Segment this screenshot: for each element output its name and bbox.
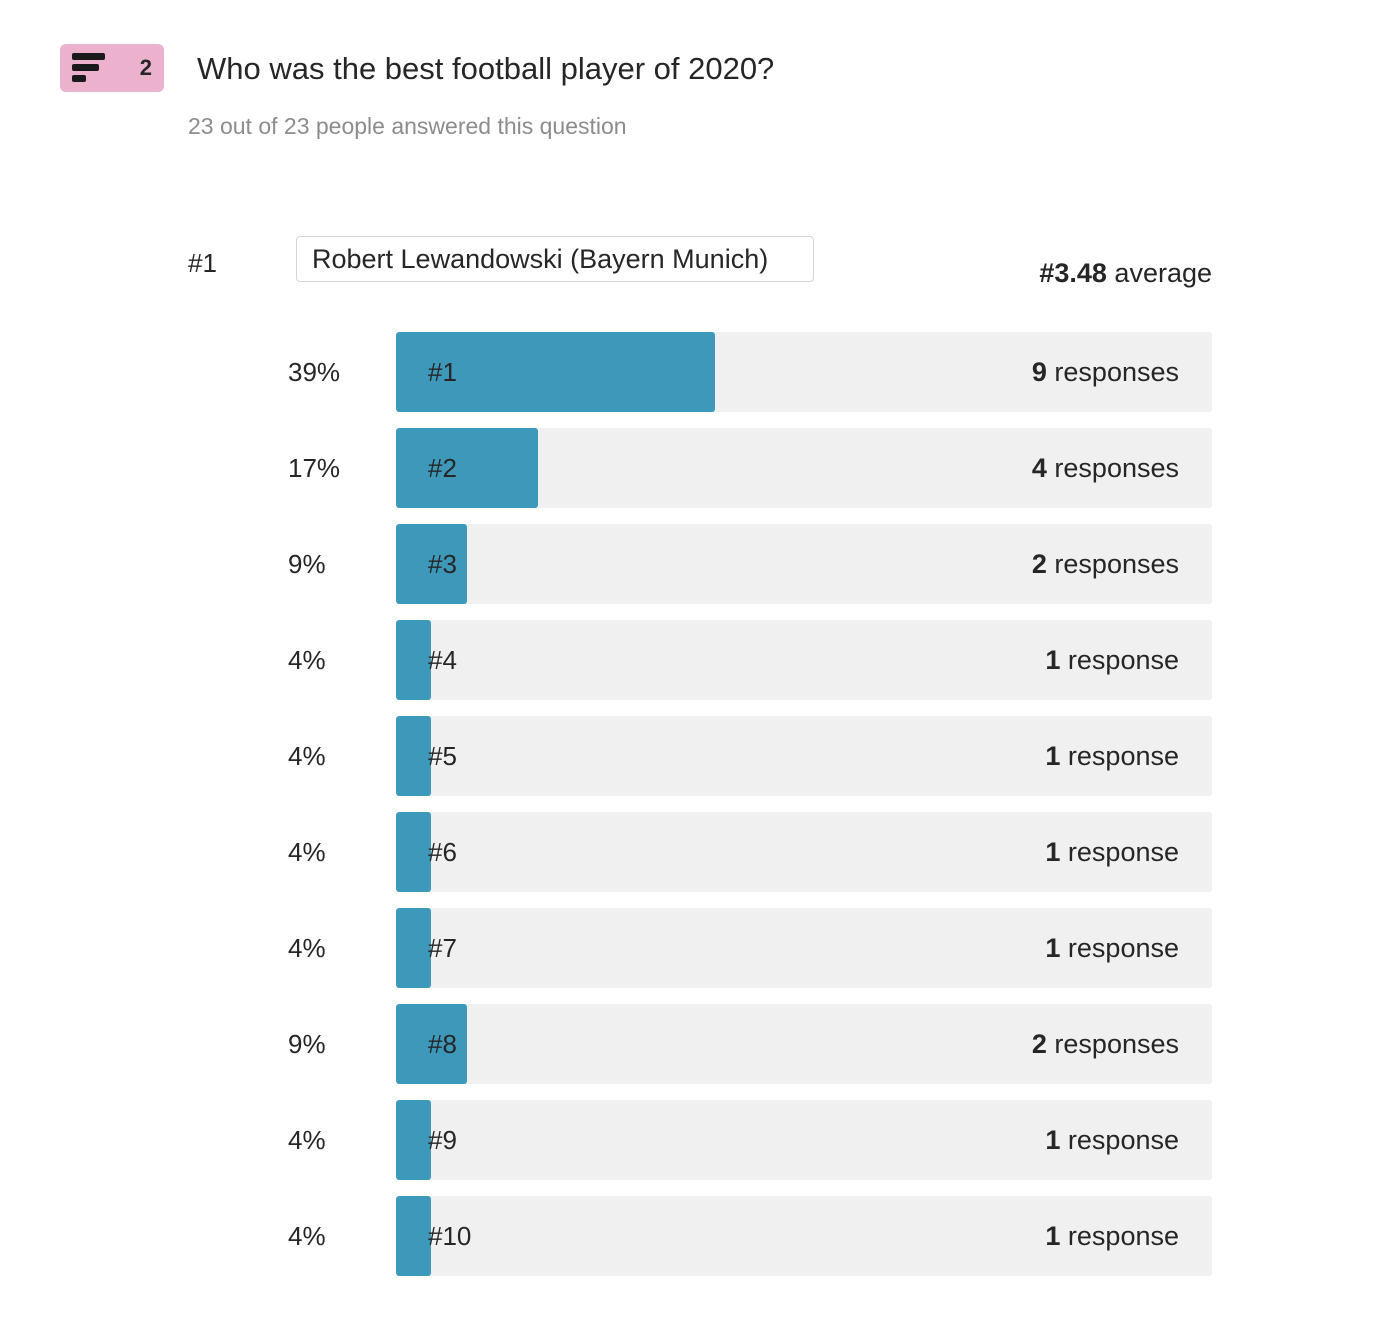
- rank-bar-track: #1 9 responses: [396, 332, 1212, 412]
- rank-bar-track: #10 1 response: [396, 1196, 1212, 1276]
- rank-bar-label: #6: [428, 837, 457, 867]
- rank-bar-fill: [396, 524, 467, 604]
- rank-bar-label: #1: [428, 357, 457, 387]
- rank-bar-track: #7 1 response: [396, 908, 1212, 988]
- rank-count-word: responses: [1054, 549, 1179, 579]
- choice-rank-label: #1: [188, 248, 217, 278]
- rank-response-count: 2 responses: [1032, 524, 1179, 604]
- rank-count-number: 2: [1031, 1029, 1047, 1059]
- rank-bar-track: #9 1 response: [396, 1100, 1212, 1180]
- rank-response-count: 1 response: [1045, 620, 1179, 700]
- rank-bar-fill: [396, 332, 715, 412]
- rank-percent: 9%: [288, 549, 326, 579]
- rank-percent: 17%: [288, 453, 341, 483]
- rank-bar-fill: [396, 1196, 431, 1276]
- rank-response-count: 1 response: [1045, 908, 1179, 988]
- rank-count-number: 1: [1045, 837, 1061, 867]
- rank-row: 4% #4 1 response: [0, 620, 1386, 700]
- rank-response-count: 1 response: [1045, 812, 1179, 892]
- rank-bar-label: #9: [428, 1125, 457, 1155]
- rank-percent: 4%: [288, 645, 326, 675]
- rank-response-count: 1 response: [1045, 1100, 1179, 1180]
- rank-count-number: 1: [1045, 741, 1061, 771]
- rank-row: 4% #6 1 response: [0, 812, 1386, 892]
- rank-count-word: response: [1067, 1125, 1179, 1155]
- rank-count-word: response: [1067, 933, 1179, 963]
- question-title: Who was the best football player of 2020…: [197, 51, 775, 86]
- rank-row: 4% #9 1 response: [0, 1100, 1386, 1180]
- rank-bar-label: #5: [428, 741, 457, 771]
- average-ranking: #3.48 average: [1039, 255, 1212, 291]
- rank-bar-label: #7: [428, 933, 457, 963]
- rank-bar-track: #2 4 responses: [396, 428, 1212, 508]
- rank-bar-track: #4 1 response: [396, 620, 1212, 700]
- rank-percent: 9%: [288, 1029, 326, 1059]
- rank-bar-label: #4: [428, 645, 457, 675]
- rank-count-word: responses: [1054, 453, 1179, 483]
- rank-response-count: 4 responses: [1032, 428, 1179, 508]
- rank-bar-label: #3: [428, 549, 457, 579]
- rank-percent: 4%: [288, 1221, 326, 1251]
- rank-row: 39% #1 9 responses: [0, 332, 1386, 412]
- rank-bar-track: #6 1 response: [396, 812, 1212, 892]
- rank-count-number: 1: [1045, 1125, 1061, 1155]
- rank-count-number: 2: [1031, 549, 1047, 579]
- rank-row: 4% #10 1 response: [0, 1196, 1386, 1276]
- rank-bar-label: #10: [428, 1221, 472, 1251]
- rank-bar-label: #2: [428, 453, 457, 483]
- ranking-icon: [72, 53, 105, 82]
- rank-count-number: 4: [1031, 453, 1047, 483]
- rank-row: 9% #3 2 responses: [0, 524, 1386, 604]
- rank-count-word: responses: [1054, 1029, 1179, 1059]
- rank-percent: 4%: [288, 1125, 326, 1155]
- rank-bar-track: #3 2 responses: [396, 524, 1212, 604]
- rank-row: 4% #7 1 response: [0, 908, 1386, 988]
- rank-count-word: response: [1067, 645, 1179, 675]
- rank-row: 4% #5 1 response: [0, 716, 1386, 796]
- rank-percent: 4%: [288, 741, 326, 771]
- rank-bar-track: #8 2 responses: [396, 1004, 1212, 1084]
- choice-name-box: Robert Lewandowski (Bayern Munich): [296, 236, 814, 282]
- rank-bar-fill: [396, 716, 431, 796]
- rank-row: 17% #2 4 responses: [0, 428, 1386, 508]
- rank-response-count: 2 responses: [1032, 1004, 1179, 1084]
- rank-bar-fill: [396, 620, 431, 700]
- rank-count-number: 9: [1031, 357, 1047, 387]
- rank-count-number: 1: [1045, 645, 1061, 675]
- rank-count-word: responses: [1054, 357, 1179, 387]
- question-badge: 2: [60, 44, 164, 92]
- rank-percent: 4%: [288, 933, 326, 963]
- rank-bar-fill: [396, 428, 538, 508]
- rank-response-count: 9 responses: [1032, 332, 1179, 412]
- rank-bar-fill: [396, 908, 431, 988]
- average-label: average: [1114, 258, 1212, 288]
- rank-count-number: 1: [1045, 1221, 1061, 1251]
- rank-bar-fill: [396, 1004, 467, 1084]
- rank-bar-track: #5 1 response: [396, 716, 1212, 796]
- rank-percent: 39%: [288, 357, 341, 387]
- rank-response-count: 1 response: [1045, 1196, 1179, 1276]
- rank-count-word: response: [1067, 741, 1179, 771]
- rank-bar-fill: [396, 812, 431, 892]
- rank-bar-label: #8: [428, 1029, 457, 1059]
- rank-count-number: 1: [1045, 933, 1061, 963]
- rank-percent: 4%: [288, 837, 326, 867]
- rank-bar-fill: [396, 1100, 431, 1180]
- average-value: #3.48: [1039, 258, 1107, 288]
- rank-count-word: response: [1067, 1221, 1179, 1251]
- question-number: 2: [139, 55, 152, 80]
- question-subtitle: 23 out of 23 people answered this questi…: [188, 113, 627, 139]
- rank-row: 9% #8 2 responses: [0, 1004, 1386, 1084]
- rank-response-count: 1 response: [1045, 716, 1179, 796]
- rank-count-word: response: [1067, 837, 1179, 867]
